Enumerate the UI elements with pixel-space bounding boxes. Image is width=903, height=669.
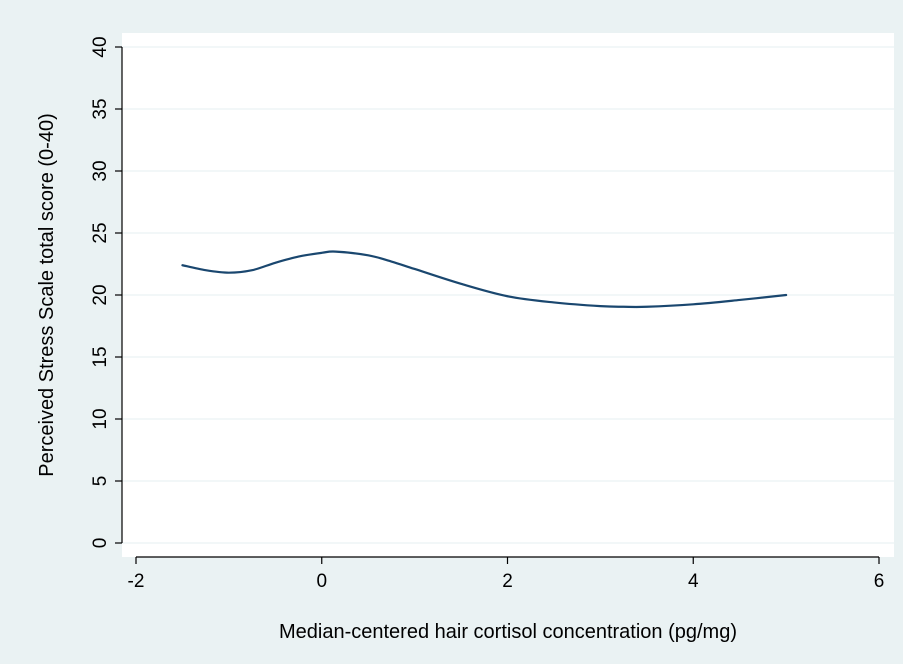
- x-tick-label-2: 2: [502, 571, 513, 592]
- y-tick-label-35: 35: [90, 98, 111, 119]
- y-tick-label-20: 20: [90, 284, 111, 305]
- y-tick-label-15: 15: [90, 346, 111, 367]
- x-tick-label-6: 6: [874, 571, 885, 592]
- x-axis-ticks: -2 0 2 4 6: [128, 557, 885, 592]
- y-tick-label-25: 25: [90, 222, 111, 243]
- y-tick-label-40: 40: [90, 36, 111, 57]
- y-tick-label-10: 10: [90, 408, 111, 429]
- x-tick-label-4: 4: [688, 571, 699, 592]
- y-axis-label: Perceived Stress Scale total score (0-40…: [36, 113, 58, 477]
- x-tick-label-0: 0: [316, 571, 327, 592]
- y-tick-label-5: 5: [90, 476, 111, 487]
- x-axis-label: Median-centered hair cortisol concentrat…: [279, 621, 737, 643]
- gridlines: [122, 46, 894, 544]
- x-tick-label--2: -2: [128, 571, 145, 592]
- y-tick-label-0: 0: [90, 538, 111, 549]
- series-layer: [181, 250, 788, 309]
- series-line-0: [181, 250, 788, 309]
- y-tick-label-30: 30: [90, 160, 111, 181]
- y-axis-ticks: 0 5 10 15 20 25 30 35 40: [90, 36, 122, 548]
